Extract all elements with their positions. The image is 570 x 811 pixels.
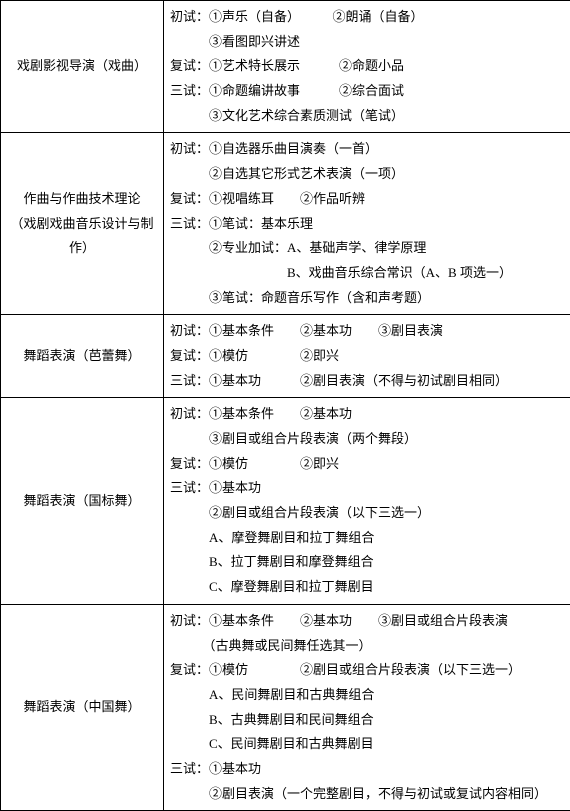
- table-row: 作曲与作曲技术理论（戏剧戏曲音乐设计与制作）初试：①自选器乐曲目演奏（一首） ②…: [1, 133, 570, 315]
- major-name-line: 舞蹈表演（中国舞）: [7, 695, 157, 720]
- content-line: A、民间舞剧目和古典舞组合: [170, 683, 570, 708]
- exam-content-cell: 初试：①声乐（自备） ②朗诵（自备） ③看图即兴讲述复试：①艺术特长展示 ②命题…: [164, 1, 570, 133]
- major-name-line: （戏剧戏曲音乐设计与制作）: [7, 212, 157, 261]
- major-name-line: 舞蹈表演（国标舞）: [7, 489, 157, 514]
- content-line: B、戏曲音乐综合常识（A、B 项选一）: [170, 261, 570, 286]
- content-line: 三试：①基本功: [170, 757, 570, 782]
- table-row: 舞蹈表演（中国舞） 初试：①基本条件 ②基本功 ③剧目或组合片段表演 （古典舞或民…: [1, 604, 570, 811]
- content-line: ③看图即兴讲述: [170, 30, 570, 55]
- content-line: B、拉丁舞剧目和摩登舞组合: [170, 550, 570, 575]
- major-name-line: 作曲与作曲技术理论: [7, 187, 157, 212]
- major-name-cell: 舞蹈表演（中国舞）: [1, 604, 164, 811]
- major-name-line: 戏剧影视导演（戏曲）: [7, 54, 157, 79]
- content-line: 初试：①声乐（自备） ②朗诵（自备）: [170, 5, 570, 30]
- content-line: A、摩登舞剧目和拉丁舞组合: [170, 526, 570, 551]
- content-line: ③剧目或组合片段表演（两个舞段）: [170, 427, 570, 452]
- content-line: 初试：①基本条件 ②基本功 ③剧目表演: [170, 319, 570, 344]
- table-body: 戏剧影视导演（戏曲） 初试：①声乐（自备） ②朗诵（自备） ③看图即兴讲述复试：①…: [1, 1, 570, 811]
- exam-majors-table: 戏剧影视导演（戏曲） 初试：①声乐（自备） ②朗诵（自备） ③看图即兴讲述复试：①…: [0, 0, 570, 811]
- content-line: 初试：①基本条件 ②基本功 ③剧目或组合片段表演: [170, 609, 570, 634]
- major-name-line: 舞蹈表演（芭蕾舞）: [7, 344, 157, 369]
- content-line: ②自选其它形式艺术表演（一项）: [170, 162, 570, 187]
- content-line: C、摩登舞剧目和拉丁舞剧目: [170, 575, 570, 600]
- content-line: ②剧目表演（一个完整剧目，不得与初试或复试内容相同）: [170, 782, 570, 807]
- content-line: 三试：①命题编讲故事 ②综合面试: [170, 79, 570, 104]
- content-line: 复试：①模仿 ②剧目或组合片段表演（以下三选一）: [170, 658, 570, 683]
- content-line: 复试：①视唱练耳 ②作品听辨: [170, 187, 570, 212]
- content-line: ②剧目或组合片段表演（以下三选一）: [170, 501, 570, 526]
- content-line: ③笔试：命题音乐写作（含和声考题）: [170, 286, 570, 311]
- table-row: 舞蹈表演（国标舞） 初试：①基本条件 ②基本功 ③剧目或组合片段表演（两个舞段）复…: [1, 398, 570, 605]
- major-name-cell: 舞蹈表演（国标舞）: [1, 398, 164, 605]
- content-line: 初试：①基本条件 ②基本功: [170, 402, 570, 427]
- content-line: 复试：①模仿 ②即兴: [170, 344, 570, 369]
- exam-content-cell: 初试：①基本条件 ②基本功 ③剧目表演复试：①模仿 ②即兴三试：①基本功 ②剧目…: [164, 315, 570, 398]
- exam-content-cell: 初试：①基本条件 ②基本功 ③剧目或组合片段表演 （古典舞或民间舞任选其一）复试…: [164, 604, 570, 811]
- table-row: 戏剧影视导演（戏曲） 初试：①声乐（自备） ②朗诵（自备） ③看图即兴讲述复试：①…: [1, 1, 570, 133]
- table-row: 舞蹈表演（芭蕾舞） 初试：①基本条件 ②基本功 ③剧目表演复试：①模仿 ②即兴三试…: [1, 315, 570, 398]
- major-name-cell: 戏剧影视导演（戏曲）: [1, 1, 164, 133]
- content-line: （古典舞或民间舞任选其一）: [170, 634, 570, 659]
- content-line: 复试：①模仿 ②即兴: [170, 452, 570, 477]
- content-line: ③文化艺术综合素质测试（笔试）: [170, 104, 570, 129]
- major-name-cell: 舞蹈表演（芭蕾舞）: [1, 315, 164, 398]
- exam-content-cell: 初试：①自选器乐曲目演奏（一首） ②自选其它形式艺术表演（一项）复试：①视唱练耳…: [164, 133, 570, 315]
- content-line: ②专业加试：A、基础声学、律学原理: [170, 236, 570, 261]
- content-line: 三试：①笔试：基本乐理: [170, 212, 570, 237]
- content-line: B、古典舞剧目和民间舞组合: [170, 708, 570, 733]
- content-line: 复试：①艺术特长展示 ②命题小品: [170, 54, 570, 79]
- content-line: 三试：①基本功 ②剧目表演（不得与初试剧目相同）: [170, 369, 570, 394]
- content-line: 三试：①基本功: [170, 476, 570, 501]
- content-line: 初试：①自选器乐曲目演奏（一首）: [170, 137, 570, 162]
- exam-content-cell: 初试：①基本条件 ②基本功 ③剧目或组合片段表演（两个舞段）复试：①模仿 ②即兴…: [164, 398, 570, 605]
- content-line: C、民间舞剧目和古典舞剧目: [170, 732, 570, 757]
- major-name-cell: 作曲与作曲技术理论（戏剧戏曲音乐设计与制作）: [1, 133, 164, 315]
